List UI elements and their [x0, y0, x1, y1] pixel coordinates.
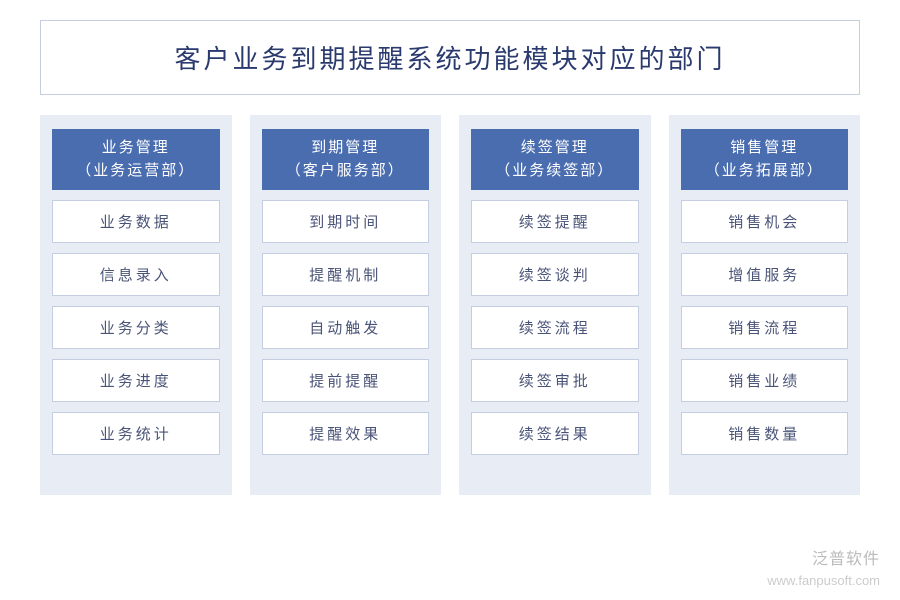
module-item: 自动触发 — [262, 306, 430, 349]
module-item: 提醒机制 — [262, 253, 430, 296]
page-title: 客户业务到期提醒系统功能模块对应的部门 — [61, 39, 839, 76]
title-box: 客户业务到期提醒系统功能模块对应的部门 — [40, 20, 860, 95]
module-item: 提醒效果 — [262, 412, 430, 455]
module-item: 销售业绩 — [681, 359, 849, 402]
module-item: 续签提醒 — [471, 200, 639, 243]
header-line2: （业务续签部） — [475, 160, 635, 183]
column-header: 业务管理 （业务运营部） — [52, 129, 220, 190]
module-item: 续签审批 — [471, 359, 639, 402]
column-header: 到期管理 （客户服务部） — [262, 129, 430, 190]
module-item: 业务进度 — [52, 359, 220, 402]
header-line1: 业务管理 — [56, 137, 216, 160]
column-sales-mgmt: 销售管理 （业务拓展部） 销售机会 增值服务 销售流程 销售业绩 销售数量 — [669, 115, 861, 495]
module-item: 增值服务 — [681, 253, 849, 296]
columns-wrapper: 业务管理 （业务运营部） 业务数据 信息录入 业务分类 业务进度 业务统计 到期… — [40, 115, 860, 495]
header-line1: 销售管理 — [685, 137, 845, 160]
module-item: 销售机会 — [681, 200, 849, 243]
column-expiry-mgmt: 到期管理 （客户服务部） 到期时间 提醒机制 自动触发 提前提醒 提醒效果 — [250, 115, 442, 495]
watermark-url: www.fanpusoft.com — [767, 572, 880, 590]
module-item: 续签流程 — [471, 306, 639, 349]
column-header: 销售管理 （业务拓展部） — [681, 129, 849, 190]
header-line2: （客户服务部） — [266, 160, 426, 183]
column-header: 续签管理 （业务续签部） — [471, 129, 639, 190]
module-item: 提前提醒 — [262, 359, 430, 402]
watermark-brand: 泛普软件 — [767, 549, 880, 571]
module-item: 销售数量 — [681, 412, 849, 455]
module-item: 信息录入 — [52, 253, 220, 296]
header-line1: 到期管理 — [266, 137, 426, 160]
module-item: 业务分类 — [52, 306, 220, 349]
diagram-container: 客户业务到期提醒系统功能模块对应的部门 业务管理 （业务运营部） 业务数据 信息… — [0, 0, 900, 600]
header-line2: （业务拓展部） — [685, 160, 845, 183]
module-item: 业务统计 — [52, 412, 220, 455]
column-renewal-mgmt: 续签管理 （业务续签部） 续签提醒 续签谈判 续签流程 续签审批 续签结果 — [459, 115, 651, 495]
module-item: 到期时间 — [262, 200, 430, 243]
header-line1: 续签管理 — [475, 137, 635, 160]
module-item: 业务数据 — [52, 200, 220, 243]
module-item: 续签谈判 — [471, 253, 639, 296]
header-line2: （业务运营部） — [56, 160, 216, 183]
module-item: 续签结果 — [471, 412, 639, 455]
watermark: 泛普软件 www.fanpusoft.com — [767, 549, 880, 590]
module-item: 销售流程 — [681, 306, 849, 349]
column-business-mgmt: 业务管理 （业务运营部） 业务数据 信息录入 业务分类 业务进度 业务统计 — [40, 115, 232, 495]
